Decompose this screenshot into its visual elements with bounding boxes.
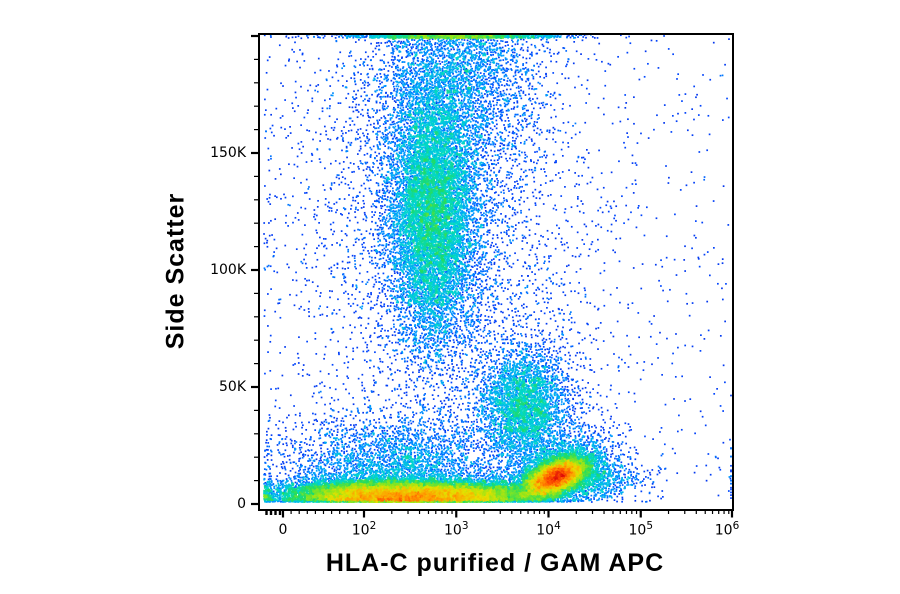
y-tick-label: 50K [219,379,246,395]
x-tick-label: 105 [628,520,654,539]
y-tick-label: 150K [210,145,246,161]
x-tick-label: 0 [278,522,288,538]
x-tick-label: 104 [536,520,561,539]
y-tick-label: 100K [210,262,246,278]
y-axis-title: Side Scatter [161,192,190,350]
x-axis-title: HLA-C purified / GAM APC [325,549,665,577]
x-tick-label: 103 [443,520,469,539]
x-tick-label: 102 [351,520,377,539]
x-tick-label: 106 [714,520,740,539]
y-tick-label: 0 [237,496,246,512]
